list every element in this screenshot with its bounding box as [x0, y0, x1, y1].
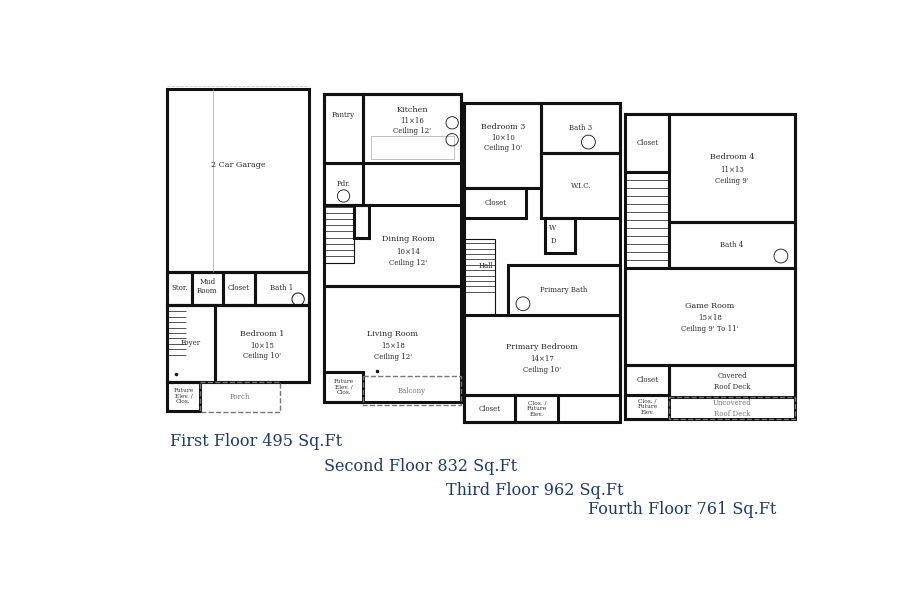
Text: Bath 4: Bath 4 — [721, 241, 743, 249]
Bar — [464, 103, 542, 187]
Text: Living Room: Living Room — [368, 330, 418, 338]
Bar — [168, 272, 309, 382]
Bar — [669, 397, 795, 419]
Text: Bath 1: Bath 1 — [270, 284, 294, 292]
Text: Porch: Porch — [230, 393, 250, 401]
Text: Game Room: Game Room — [686, 302, 734, 310]
Text: 10×10: 10×10 — [491, 134, 514, 142]
Bar — [168, 272, 192, 305]
Bar — [625, 172, 669, 268]
Bar — [464, 103, 620, 422]
Bar — [168, 382, 200, 411]
Text: Third Floor 962 Sq.Ft: Third Floor 962 Sq.Ft — [446, 482, 623, 499]
Bar — [625, 115, 669, 172]
Text: Ceiling 12': Ceiling 12' — [374, 353, 412, 361]
Bar — [669, 115, 795, 222]
Bar — [363, 94, 461, 163]
Text: Closet: Closet — [484, 199, 506, 207]
Bar — [353, 205, 369, 238]
Text: 14×17: 14×17 — [531, 355, 554, 363]
Text: Balcony: Balcony — [398, 387, 426, 395]
Text: Closet: Closet — [228, 284, 250, 292]
Bar — [625, 395, 669, 419]
Bar — [625, 115, 795, 419]
Bar — [168, 89, 309, 272]
Text: Mud
Room: Mud Room — [197, 278, 217, 295]
Text: Uncovered: Uncovered — [713, 399, 751, 407]
Bar — [324, 94, 363, 163]
Bar — [464, 187, 526, 218]
Text: 11×13: 11×13 — [720, 166, 744, 174]
Bar — [200, 382, 279, 412]
Text: Roof Deck: Roof Deck — [714, 410, 751, 418]
Text: Pantry: Pantry — [332, 111, 355, 119]
Bar — [542, 103, 620, 153]
Text: Ceiling 10': Ceiling 10' — [484, 144, 522, 152]
Text: Ceiling 9': Ceiling 9' — [715, 176, 749, 185]
Bar — [370, 136, 454, 159]
Text: 10×15: 10×15 — [250, 342, 274, 350]
Text: Ceiling 9' To 11': Ceiling 9' To 11' — [681, 325, 739, 333]
Text: Pdr.: Pdr. — [337, 180, 350, 188]
Text: First Floor 495 Sq.Ft: First Floor 495 Sq.Ft — [170, 433, 342, 450]
Bar — [464, 239, 496, 314]
Bar — [192, 272, 223, 305]
Text: Bedroom 3: Bedroom 3 — [481, 124, 525, 131]
Text: Roof Deck: Roof Deck — [714, 383, 751, 391]
Bar — [324, 205, 353, 263]
Bar — [168, 305, 215, 382]
Text: Closet: Closet — [478, 405, 501, 413]
Bar — [215, 305, 309, 382]
Text: Bedroom 4: Bedroom 4 — [710, 154, 754, 161]
Text: 2 Car Garage: 2 Car Garage — [211, 161, 266, 169]
Text: Covered: Covered — [717, 372, 747, 380]
Bar — [507, 265, 620, 314]
Text: Stor.: Stor. — [171, 284, 188, 292]
Bar — [669, 365, 795, 397]
Bar — [324, 372, 363, 401]
Bar — [542, 153, 620, 218]
Bar — [515, 395, 559, 422]
Text: Bedroom 1: Bedroom 1 — [240, 330, 284, 338]
Text: Primary Bedroom: Primary Bedroom — [506, 343, 578, 351]
Text: Closet: Closet — [636, 139, 659, 147]
Bar — [464, 395, 515, 422]
Text: 10×14: 10×14 — [396, 248, 420, 256]
Bar — [464, 314, 620, 395]
Text: Second Floor 832 Sq.Ft: Second Floor 832 Sq.Ft — [324, 458, 517, 475]
Text: Primary Bath: Primary Bath — [540, 286, 587, 293]
Bar — [625, 365, 669, 395]
Bar — [669, 222, 795, 268]
Bar — [223, 272, 255, 305]
Text: Dining Room: Dining Room — [382, 235, 434, 244]
Text: Clos. /
Future
Elev.: Clos. / Future Elev. — [527, 401, 547, 417]
Text: Bath 3: Bath 3 — [569, 124, 592, 132]
Bar — [363, 376, 461, 406]
Bar — [545, 218, 575, 253]
Text: Clos. /
Future
Elev.: Clos. / Future Elev. — [637, 398, 658, 415]
Text: W.I.C.: W.I.C. — [570, 182, 591, 190]
Text: 15×18: 15×18 — [698, 314, 722, 322]
Text: Future
Elev. /
Clos.: Future Elev. / Clos. — [333, 379, 353, 395]
Text: Ceiling 10': Ceiling 10' — [523, 365, 561, 374]
Bar — [324, 94, 461, 401]
Bar — [255, 272, 309, 305]
Text: Foyer: Foyer — [181, 339, 201, 347]
Text: Ceiling 10': Ceiling 10' — [243, 352, 281, 360]
Bar — [625, 268, 795, 365]
Text: Kitchen: Kitchen — [396, 107, 428, 115]
Text: 11×16: 11×16 — [400, 117, 424, 125]
Text: 15×18: 15×18 — [381, 342, 405, 350]
Text: D: D — [551, 238, 556, 245]
Text: Ceiling 12': Ceiling 12' — [393, 127, 432, 135]
Text: W: W — [550, 224, 557, 232]
Text: Hall: Hall — [478, 262, 493, 271]
Text: Future
Elev. /
Clos.: Future Elev. / Clos. — [173, 388, 194, 404]
Bar — [324, 163, 363, 205]
Text: Closet: Closet — [636, 376, 659, 384]
Text: Fourth Floor 761 Sq.Ft: Fourth Floor 761 Sq.Ft — [588, 501, 777, 518]
Text: Ceiling 12': Ceiling 12' — [389, 259, 427, 266]
